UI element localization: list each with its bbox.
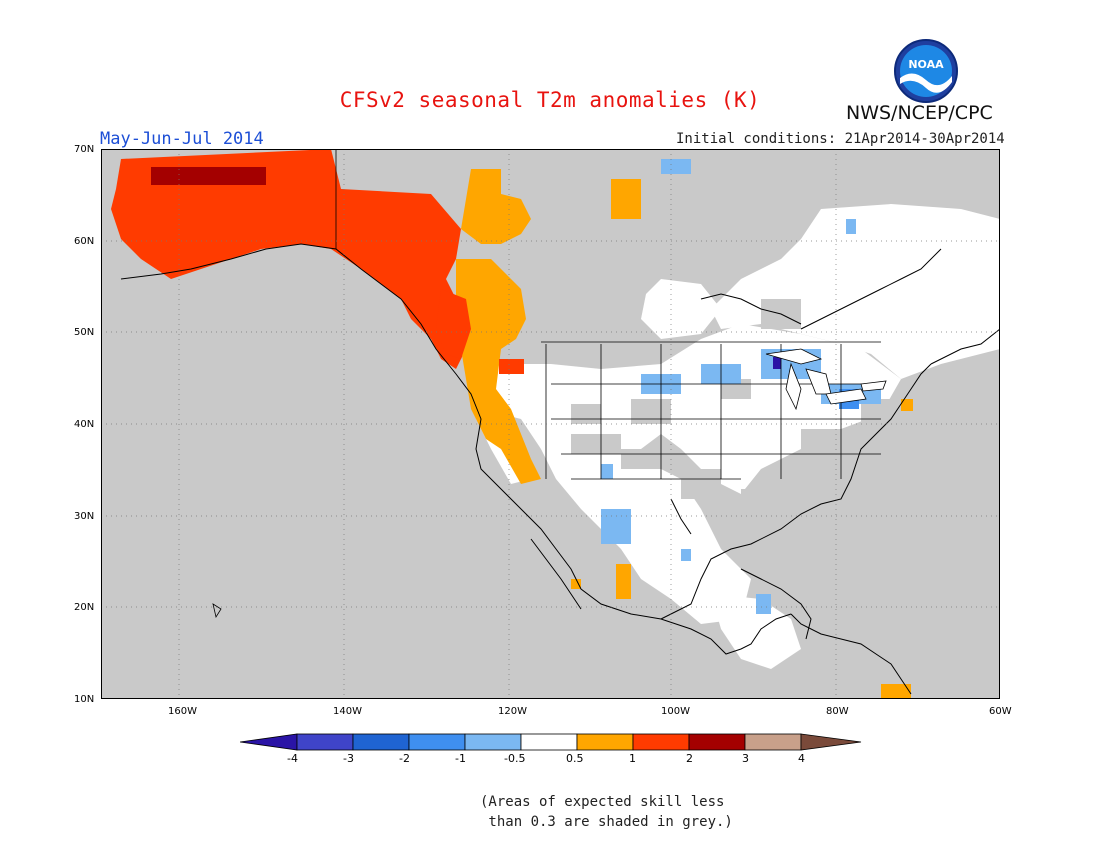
colorbar-tick-label: -3 [343,752,354,765]
lon-label: 160W [168,706,197,717]
noaa-logo-icon: NOAA [894,39,958,103]
colorbar [239,733,862,753]
lon-label: 60W [989,706,1012,717]
lon-label: 80W [826,706,849,717]
colorbar-arrow-right [800,733,862,751]
colorbar-bin [744,733,802,751]
lat-label: 70N [74,144,95,155]
colorbar-tick-label: 3 [742,752,749,765]
lat-label: 30N [74,511,95,522]
anomaly-map [101,149,1000,699]
colorbar-bin [352,733,410,751]
colorbar-tick-label: -1 [455,752,466,765]
initial-conditions: Initial conditions: 21Apr2014-30Apr2014 [676,131,1005,147]
graticule [101,149,1000,699]
coastlines [120,243,1000,695]
lon-label: 140W [333,706,362,717]
hawaii [212,603,222,619]
colorbar-tick-label: -0.5 [504,752,526,765]
organization-label: NWS/NCEP/CPC [846,102,993,124]
noaa-logo: NOAA [893,38,959,104]
colorbar-bin [632,733,690,751]
forecast-period: May-Jun-Jul 2014 [100,129,264,149]
colorbar-svg [239,733,862,751]
colorbar-bin [688,733,746,751]
logo-text: NOAA [908,58,944,71]
colorbar-bin [520,733,578,751]
colorbar-tick-label: 4 [798,752,805,765]
colorbar-bin [296,733,354,751]
warm-anomaly-areas [111,149,913,699]
skill-note: (Areas of expected skill less than 0.3 a… [480,794,733,830]
lat-label: 40N [74,419,95,430]
lat-label: 50N [74,327,95,338]
lat-label: 20N [74,602,95,613]
colorbar-bin [576,733,634,751]
colorbar-bin [408,733,466,751]
colorbar-tick-label: 0.5 [566,752,584,765]
colorbar-tick-label: 1 [629,752,636,765]
lat-label: 60N [74,236,95,247]
lon-label: 100W [661,706,690,717]
colorbar-tick-label: -4 [287,752,298,765]
lon-label: 120W [498,706,527,717]
colorbar-tick-label: 2 [686,752,693,765]
colorbar-arrow-left [239,733,298,751]
great-lakes [765,348,887,411]
map-frame [101,149,1000,699]
lat-label: 10N [74,694,95,705]
colorbar-bin [464,733,522,751]
colorbar-tick-label: -2 [399,752,410,765]
map-svg [101,149,1000,699]
map-title: CFSv2 seasonal T2m anomalies (K) [339,88,761,112]
